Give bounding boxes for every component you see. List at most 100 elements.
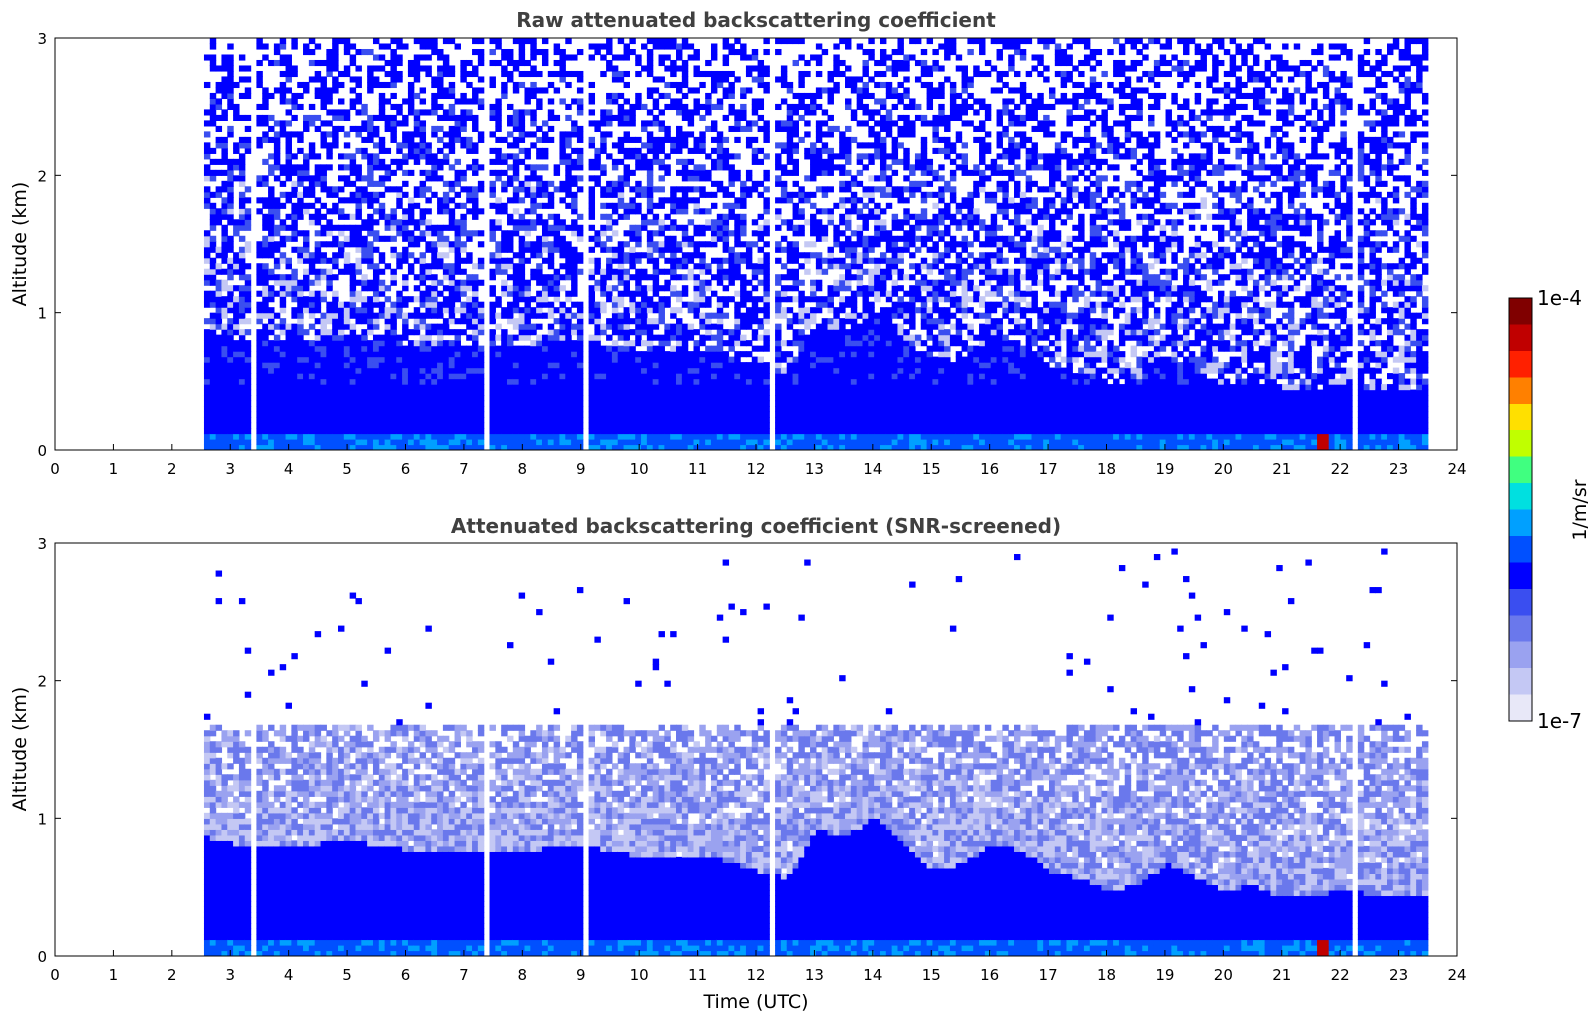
heatmap-cell: [670, 257, 677, 264]
heatmap-cell: [203, 417, 211, 424]
heatmap-cell: [763, 65, 770, 72]
heatmap-cell: [571, 230, 578, 237]
heatmap-cell: [495, 252, 502, 259]
heatmap-cell: [378, 136, 386, 143]
heatmap-cell: [291, 98, 298, 105]
heatmap-cell: [541, 367, 549, 374]
heatmap-cell: [751, 103, 759, 111]
heatmap-cell: [670, 422, 677, 429]
heatmap-cell: [495, 241, 502, 248]
heatmap-cell: [425, 296, 432, 303]
heatmap-cell: [291, 180, 298, 187]
heatmap-cell: [594, 373, 601, 380]
heatmap-cell: [442, 362, 450, 369]
heatmap-cell: [407, 422, 415, 429]
heatmap-cell: [314, 433, 322, 440]
heatmap-cell: [716, 367, 724, 374]
heatmap-cell: [751, 345, 759, 352]
heatmap-cell: [303, 43, 310, 50]
heatmap-cell: [355, 109, 362, 116]
heatmap-cell: [238, 213, 246, 220]
heatmap-cell: [303, 81, 310, 89]
heatmap-cell: [320, 87, 327, 94]
heatmap-cell: [623, 378, 630, 385]
heatmap-cell: [442, 54, 450, 61]
heatmap-cell: [594, 378, 601, 385]
heatmap-cell: [559, 312, 566, 319]
heatmap-cell: [652, 213, 660, 220]
heatmap-cell: [775, 213, 782, 220]
heatmap-cell: [425, 400, 432, 407]
heatmap-cell: [716, 103, 724, 111]
heatmap-cell: [279, 274, 287, 281]
heatmap-cell: [291, 38, 298, 45]
heatmap-cell: [343, 70, 351, 78]
heatmap-cell: [716, 158, 724, 165]
heatmap-cell: [565, 384, 572, 391]
heatmap-cell: [419, 395, 427, 402]
heatmap-cell: [472, 428, 479, 435]
heatmap-cell: [507, 219, 514, 226]
heatmap-cell: [291, 208, 298, 215]
heatmap-cell: [705, 296, 712, 303]
heatmap-cell: [728, 395, 735, 402]
heatmap-cell: [617, 158, 625, 165]
heatmap-cell: [437, 65, 444, 72]
heatmap-cell: [384, 164, 392, 171]
heatmap-cell: [553, 340, 561, 347]
heatmap-cell: [279, 384, 287, 391]
heatmap-cell: [425, 197, 432, 204]
heatmap-cell: [786, 362, 794, 369]
heatmap-cell: [361, 252, 368, 259]
heatmap-cell: [413, 389, 421, 396]
heatmap-cell: [297, 422, 304, 429]
heatmap-cell: [681, 444, 689, 450]
heatmap-cell: [332, 54, 339, 61]
heatmap-cell: [314, 444, 322, 450]
heatmap-cell: [233, 175, 240, 182]
heatmap-cell: [757, 230, 765, 237]
heatmap-cell: [652, 406, 660, 413]
heatmap-cell: [431, 92, 438, 100]
heatmap-cell: [507, 175, 514, 182]
heatmap-cell: [279, 169, 287, 176]
heatmap-cell: [437, 136, 444, 143]
heatmap-cell: [676, 378, 683, 385]
heatmap-cell: [303, 202, 310, 209]
heatmap-cell: [390, 125, 397, 132]
heatmap-cell: [314, 208, 322, 215]
heatmap-cell: [390, 131, 397, 138]
heatmap-cell: [460, 219, 467, 226]
heatmap-cell: [407, 197, 415, 204]
heatmap-cell: [705, 444, 712, 450]
heatmap-cell: [588, 301, 596, 308]
heatmap-cell: [437, 334, 444, 341]
heatmap-cell: [262, 329, 269, 336]
heatmap-cell: [687, 367, 695, 374]
heatmap-cell: [693, 433, 700, 440]
heatmap-cell: [349, 373, 357, 380]
heatmap-cell: [512, 439, 520, 446]
heatmap-cell: [658, 219, 665, 226]
heatmap-cell: [343, 241, 351, 248]
heatmap-cell: [611, 230, 619, 237]
heatmap-cell: [646, 131, 654, 138]
heatmap-cell: [448, 345, 456, 352]
heatmap-cell: [693, 351, 700, 358]
heatmap-cell: [786, 411, 794, 418]
heatmap-cell: [402, 439, 409, 446]
heatmap-cell: [238, 164, 246, 171]
heatmap-cell: [716, 98, 724, 105]
heatmap-cell: [745, 422, 753, 429]
heatmap-cell: [407, 444, 415, 450]
heatmap-cell: [472, 158, 479, 165]
heatmap-cell: [413, 241, 421, 248]
heatmap-cell: [431, 43, 438, 50]
heatmap-cell: [320, 241, 327, 248]
heatmap-cell: [652, 120, 660, 127]
heatmap-cell: [361, 274, 368, 281]
heatmap-cell: [442, 268, 450, 275]
heatmap-cell: [576, 164, 584, 171]
heatmap-cell: [413, 439, 421, 446]
heatmap-cell: [710, 323, 718, 330]
